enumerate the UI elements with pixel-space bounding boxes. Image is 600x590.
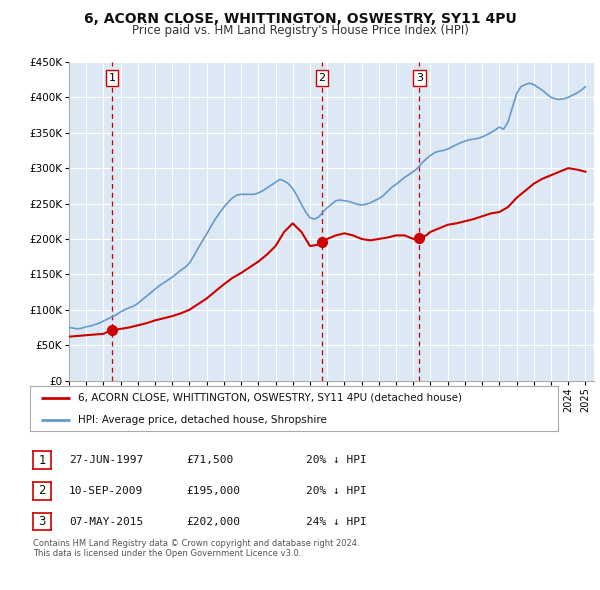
Text: 6, ACORN CLOSE, WHITTINGTON, OSWESTRY, SY11 4PU (detached house): 6, ACORN CLOSE, WHITTINGTON, OSWESTRY, S… — [77, 392, 461, 402]
Text: 10-SEP-2009: 10-SEP-2009 — [69, 486, 143, 496]
Text: 1: 1 — [38, 454, 46, 467]
Text: 20% ↓ HPI: 20% ↓ HPI — [306, 486, 367, 496]
Text: 24% ↓ HPI: 24% ↓ HPI — [306, 517, 367, 526]
Text: 3: 3 — [416, 73, 423, 83]
Text: Contains HM Land Registry data © Crown copyright and database right 2024.: Contains HM Land Registry data © Crown c… — [33, 539, 359, 548]
Text: Price paid vs. HM Land Registry's House Price Index (HPI): Price paid vs. HM Land Registry's House … — [131, 24, 469, 37]
Text: 20% ↓ HPI: 20% ↓ HPI — [306, 455, 367, 465]
Text: 2: 2 — [318, 73, 325, 83]
Text: £202,000: £202,000 — [186, 517, 240, 526]
Text: £195,000: £195,000 — [186, 486, 240, 496]
Text: 07-MAY-2015: 07-MAY-2015 — [69, 517, 143, 526]
Text: 27-JUN-1997: 27-JUN-1997 — [69, 455, 143, 465]
Text: This data is licensed under the Open Government Licence v3.0.: This data is licensed under the Open Gov… — [33, 549, 301, 558]
Text: HPI: Average price, detached house, Shropshire: HPI: Average price, detached house, Shro… — [77, 415, 326, 425]
Text: 3: 3 — [38, 515, 46, 528]
Text: 1: 1 — [109, 73, 115, 83]
Text: 2: 2 — [38, 484, 46, 497]
Text: 6, ACORN CLOSE, WHITTINGTON, OSWESTRY, SY11 4PU: 6, ACORN CLOSE, WHITTINGTON, OSWESTRY, S… — [83, 12, 517, 26]
Text: £71,500: £71,500 — [186, 455, 233, 465]
